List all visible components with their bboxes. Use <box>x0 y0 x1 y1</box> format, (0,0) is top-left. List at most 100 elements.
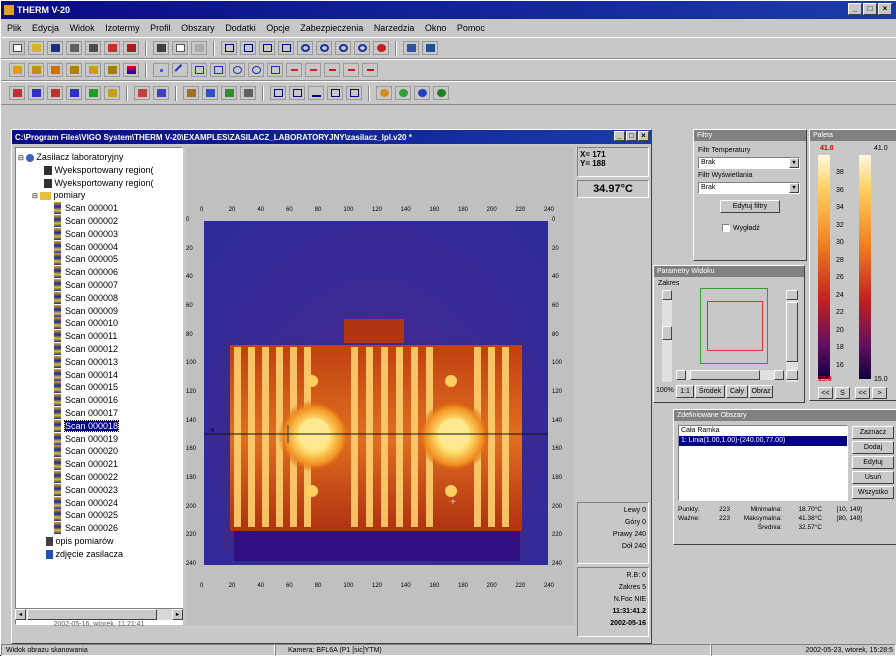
zoom-in-icon[interactable] <box>297 41 313 55</box>
tree-scan-item[interactable]: Scan 000019 <box>18 432 182 446</box>
cross-hair-icon[interactable] <box>324 63 340 77</box>
menu-item-profil[interactable]: Profil <box>150 23 171 33</box>
layout-5-icon[interactable] <box>85 86 101 100</box>
profile-icon[interactable] <box>153 86 169 100</box>
tree-scan-item[interactable]: Scan 000014 <box>18 368 182 382</box>
tree-scan-item[interactable]: Scan 000020 <box>18 445 182 458</box>
window-cascade-icon[interactable] <box>270 86 286 100</box>
add-region-button[interactable]: Dodaj <box>852 441 894 454</box>
about-icon[interactable] <box>433 86 449 100</box>
tree-region-item[interactable]: Wyeksportowany region( <box>18 164 182 177</box>
isotherm-icon[interactable] <box>9 63 25 77</box>
zoom-vslider[interactable] <box>662 290 672 382</box>
tree-root[interactable]: ⊟ Zasilacz laboratoryjny <box>18 152 124 162</box>
menu-item-zabezpieczenia[interactable]: Zabezpieczenia <box>300 23 364 33</box>
doc-minimize-button[interactable]: _ <box>614 131 625 141</box>
view-scroll-right[interactable] <box>774 370 784 380</box>
edit-filters-button[interactable]: Edytuj filtry <box>720 200 780 213</box>
minimize-button[interactable]: _ <box>848 3 862 15</box>
tree-scan-item[interactable]: Scan 000005 <box>18 253 182 266</box>
zoom-center-button[interactable]: Środek <box>695 385 725 398</box>
isotherm-add-icon[interactable] <box>28 63 44 77</box>
layout-2-icon[interactable] <box>28 86 44 100</box>
layout-3-icon[interactable] <box>47 86 63 100</box>
cut-icon[interactable] <box>153 41 169 55</box>
layout-1-icon[interactable] <box>9 86 25 100</box>
palette-btn-4[interactable]: > <box>872 387 887 399</box>
tree-folder-pomiary[interactable]: ⊟ pomiary <box>32 190 86 201</box>
window-close-all-icon[interactable] <box>346 86 362 100</box>
menu-item-plik[interactable]: Plik <box>7 23 22 33</box>
tree-scan-item[interactable]: Scan 000006 <box>18 266 182 279</box>
project-tree[interactable]: ⊟ Zasilacz laboratoryjny Wyeksportowany … <box>15 147 183 625</box>
edit-region-button[interactable]: Edytuj <box>852 456 894 469</box>
layout-4-icon[interactable] <box>66 86 82 100</box>
maximize-button[interactable]: □ <box>863 3 877 15</box>
display-filter-select[interactable]: Brak ▾ <box>698 182 800 194</box>
print-icon[interactable] <box>85 41 101 55</box>
view-table-icon[interactable] <box>278 41 294 55</box>
cross-delete-icon[interactable] <box>362 63 378 77</box>
temp-filter-select[interactable]: Brak ▾ <box>698 157 800 169</box>
compare-icon[interactable] <box>221 86 237 100</box>
scroll-thumb[interactable] <box>27 609 157 620</box>
menu-item-obszary[interactable]: Obszary <box>181 23 215 33</box>
cross-line-icon[interactable] <box>305 63 321 77</box>
region-item-line[interactable]: 1: Linia(1.00,1.00)-(240.00,77.00) <box>679 436 847 446</box>
regions-list[interactable]: Cała Ramka 1: Linia(1.00,1.00)-(240.00,7… <box>678 425 848 501</box>
ellipse-tool-icon[interactable] <box>229 63 245 77</box>
pointer-icon[interactable] <box>373 41 389 55</box>
layout-6-icon[interactable] <box>104 86 120 100</box>
doc-close-button[interactable]: × <box>638 131 649 141</box>
cross-tool-icon[interactable] <box>286 63 302 77</box>
tree-scan-item[interactable]: Scan 000013 <box>18 355 182 369</box>
help-icon[interactable] <box>414 86 430 100</box>
tree-scan-item[interactable]: Scan 000004 <box>18 240 182 254</box>
new-file-icon[interactable] <box>9 41 25 55</box>
zoom-1-1-button[interactable]: 1:1 <box>676 385 694 398</box>
tree-scan-item[interactable]: Scan 000003 <box>18 227 182 241</box>
tree-extra-item[interactable]: opis pomiarów <box>18 535 182 548</box>
palette-icon[interactable] <box>123 63 139 77</box>
tree-scan-item[interactable]: Scan 000021 <box>18 458 182 471</box>
view-scroll-up[interactable] <box>786 290 798 300</box>
view-grid-icon[interactable] <box>240 41 256 55</box>
square-tool-icon[interactable] <box>210 63 226 77</box>
tree-scan-item[interactable]: Scan 000018 <box>18 419 182 433</box>
report-icon[interactable] <box>422 41 438 55</box>
scroll-left-button[interactable]: ◂ <box>15 609 26 620</box>
tree-extra-item[interactable]: zdjęcie zasilacza <box>18 548 182 561</box>
sequence-icon[interactable] <box>240 86 256 100</box>
isotherm-remove-icon[interactable] <box>66 63 82 77</box>
select-region-button[interactable]: Zaznacz <box>852 426 894 439</box>
line-tool-icon[interactable] <box>172 63 188 77</box>
tree-scan-item[interactable]: Scan 000017 <box>18 406 182 420</box>
tree-region-item[interactable]: Wyeksportowany region( <box>18 177 182 190</box>
tree-scan-item[interactable]: Scan 000009 <box>18 304 182 318</box>
tree-scan-item[interactable]: Scan 000002 <box>18 214 182 228</box>
zoom-thumb[interactable] <box>662 326 672 340</box>
slideshow-icon[interactable] <box>202 86 218 100</box>
save-icon[interactable] <box>47 41 63 55</box>
palette-btn-3[interactable]: << <box>855 387 870 399</box>
thumbnails-icon[interactable] <box>183 86 199 100</box>
polygon-tool-icon[interactable] <box>267 63 283 77</box>
scroll-right-button[interactable]: ▸ <box>172 609 183 620</box>
open-folder-icon[interactable] <box>28 41 44 55</box>
zoom-fit-icon[interactable] <box>335 41 351 55</box>
zoom-out-icon[interactable] <box>316 41 332 55</box>
tree-scan-item[interactable]: Scan 000024 <box>18 496 182 510</box>
tree-scan-item[interactable]: Scan 000010 <box>18 317 182 330</box>
smooth-checkbox-row[interactable]: Wygładź <box>722 224 760 232</box>
zoom-whole-button[interactable]: Cały <box>726 385 748 398</box>
tree-scan-item[interactable]: Scan 000008 <box>18 291 182 305</box>
palette-gradient-right[interactable] <box>859 155 871 379</box>
copy-icon[interactable] <box>172 41 188 55</box>
paste-icon[interactable] <box>191 41 207 55</box>
image-viewport[interactable]: 0 20 40 60 80 100 120 140 160 180 200 220 240 0 20 40 6… <box>186 147 574 625</box>
thermal-image[interactable]: × + <box>204 221 548 565</box>
palette-btn-1[interactable]: << <box>818 387 833 399</box>
doc-maximize-button[interactable]: □ <box>626 131 637 141</box>
tree-scan-item[interactable]: Scan 000015 <box>18 381 182 394</box>
smooth-checkbox[interactable] <box>722 224 730 232</box>
